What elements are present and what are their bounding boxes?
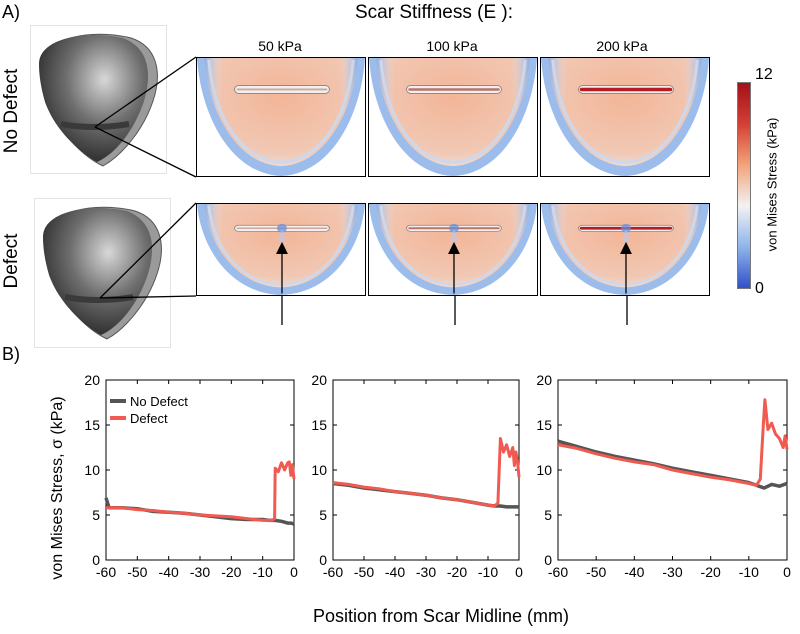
x-tick-label: -40 <box>385 564 405 580</box>
column-label-100: 100 kPa <box>426 38 478 54</box>
column-label-50: 50 kPa <box>258 38 302 54</box>
x-tick-label: -30 <box>662 564 682 580</box>
panel-b-label: B) <box>2 344 20 364</box>
x-tick-label: -60 <box>323 564 343 580</box>
y-tick-label: 5 <box>544 507 552 523</box>
x-tick-label: -40 <box>624 564 644 580</box>
y-tick-label: 5 <box>319 507 327 523</box>
series-line-no-defect <box>557 439 788 490</box>
x-tick-label: -30 <box>416 564 436 580</box>
y-axis-label: von Mises Stress, σ (kPa) <box>49 396 66 579</box>
fem-panel-defect-200kpa <box>540 203 710 296</box>
y-tick-label: 20 <box>536 372 552 388</box>
x-axis-label: Position from Scar Midline (mm) <box>313 606 569 626</box>
colorbar-min-label: 0 <box>755 280 764 297</box>
line-chart-200kpa: 0 5 10 15 20 -60 -50 -40 -30 -20 -10 0 <box>536 372 791 580</box>
y-tick-label: 15 <box>84 417 100 433</box>
x-tick-label: 0 <box>783 564 791 580</box>
x-tick-label: -10 <box>253 564 273 580</box>
x-tick-label: -20 <box>221 564 241 580</box>
x-tick-label: 0 <box>515 564 523 580</box>
y-tick-label: 10 <box>311 462 327 478</box>
legend-label: No Defect <box>130 394 188 409</box>
x-tick-label: -30 <box>190 564 210 580</box>
x-tick-label: -50 <box>586 564 606 580</box>
x-tick-label: -20 <box>447 564 467 580</box>
fem-panel-defect-100kpa <box>368 203 538 296</box>
series-line-defect <box>557 398 789 487</box>
x-tick-label: -10 <box>739 564 759 580</box>
fem-panel-no-defect-200kpa <box>540 57 710 177</box>
y-tick-label: 5 <box>92 507 100 523</box>
x-tick-label: -40 <box>159 564 179 580</box>
scar-stiffness-header: Scar Stiffness (E ): <box>355 2 514 23</box>
colorbar-max-label: 12 <box>755 66 773 83</box>
line-chart-100kpa: 0 5 10 15 20 -60 -50 -40 -30 -20 -10 0 <box>311 372 523 580</box>
heart-image-no-defect <box>30 25 167 174</box>
x-tick-label: -60 <box>548 564 568 580</box>
fem-panel-defect-50kpa <box>196 203 366 296</box>
column-label-200: 200 kPa <box>596 38 648 54</box>
y-tick-label: 20 <box>311 372 327 388</box>
y-tick-label: 0 <box>92 552 100 568</box>
colorbar-title: von Mises Stress (kPa) <box>764 117 780 252</box>
fem-panel-no-defect-50kpa <box>196 57 366 177</box>
line-chart-50kpa: 0 5 10 15 20 -60 -50 -40 -30 -20 -10 0 No Defect Defe… <box>84 372 298 580</box>
colorbar <box>737 82 751 289</box>
line-charts: 0 5 10 15 20 -60 -50 -40 -30 -20 -10 0 No Defect Defe… <box>49 372 791 626</box>
legend-label: Defect <box>130 411 168 426</box>
x-tick-label: -60 <box>96 564 116 580</box>
y-tick-label: 15 <box>311 417 327 433</box>
series-line-defect <box>106 460 296 522</box>
y-tick-label: 0 <box>544 552 552 568</box>
y-tick-label: 20 <box>84 372 100 388</box>
x-tick-label: -20 <box>701 564 721 580</box>
series-line-defect <box>332 437 521 508</box>
y-tick-label: 0 <box>319 552 327 568</box>
y-tick-label: 10 <box>84 462 100 478</box>
x-tick-label: -50 <box>354 564 374 580</box>
x-tick-label: -50 <box>127 564 147 580</box>
y-tick-label: 10 <box>536 462 552 478</box>
y-tick-label: 15 <box>536 417 552 433</box>
plot-frame <box>332 379 520 561</box>
panel-a-label: A) <box>2 2 20 22</box>
x-tick-label: 0 <box>290 564 298 580</box>
fem-panel-no-defect-100kpa <box>368 57 538 177</box>
heart-image-defect <box>34 198 171 348</box>
x-tick-label: -10 <box>478 564 498 580</box>
